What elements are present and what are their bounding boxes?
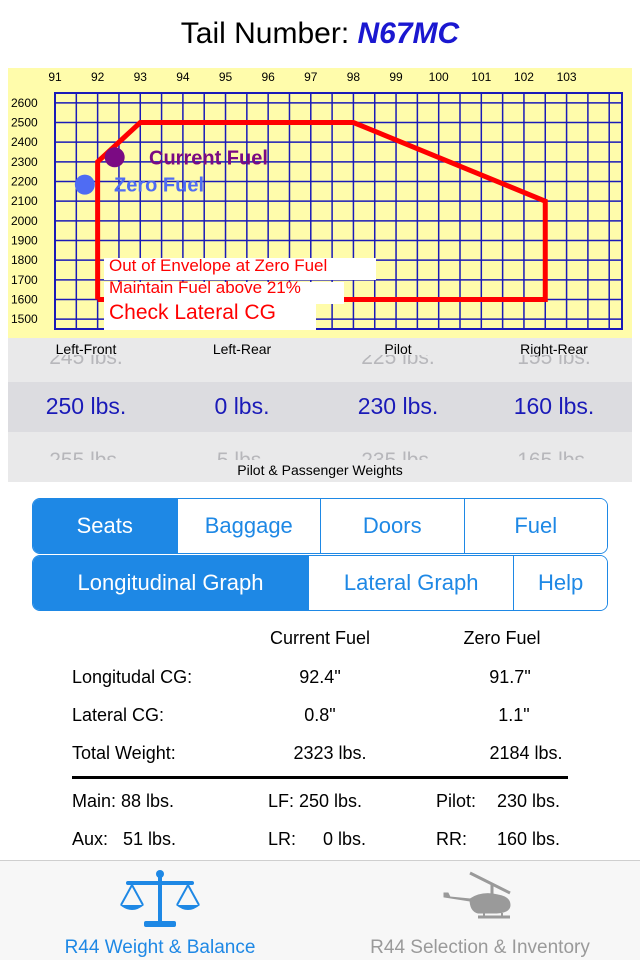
section-segmented-control[interactable]: Seats Baggage Doors Fuel [32, 498, 608, 554]
label-total-weight: Total Weight: [72, 743, 176, 763]
label-longitudinal-cg: Longitudal CG: [72, 667, 193, 687]
y-tick-label: 2500 [11, 116, 38, 130]
x-tick-label: 94 [176, 70, 190, 84]
tail-number: N67MC [357, 17, 460, 50]
value-lateral-cg-zero: 1.1" [498, 705, 530, 725]
segment-lateral-graph[interactable]: Lateral Graph [308, 556, 514, 610]
y-tick-label: 2300 [11, 155, 38, 169]
y-tick-label: 1800 [11, 253, 38, 267]
tab-weight-balance[interactable]: R44 Weight & Balance [0, 861, 320, 960]
x-tick-label: 91 [48, 70, 62, 84]
tab-selection-inventory-label: R44 Selection & Inventory [370, 937, 590, 958]
header-title: Tail Number: N67MC [0, 12, 640, 56]
value-longitudinal-cg-current: 92.4" [299, 667, 341, 687]
y-tick-label: 2400 [11, 135, 38, 149]
y-tick-label: 1700 [11, 273, 38, 287]
helicopter-icon [443, 871, 511, 919]
results-divider [72, 776, 568, 779]
picker-column-left-rear-label: Left-Rear [212, 341, 272, 357]
fuel-main: Main: 88 lbs. [72, 791, 175, 811]
x-tick-label: 97 [304, 70, 318, 84]
cg-envelope-graph: 91 92 93 94 95 96 97 98 99 100 101 102 103 2600 2500 24… [8, 68, 632, 338]
y-tick-label: 2200 [11, 175, 38, 189]
header-zero-fuel: Zero Fuel [463, 628, 541, 648]
header-current-fuel: Current Fuel [269, 628, 371, 648]
seat-rr-label: RR: [436, 829, 467, 849]
label-lateral-cg: Lateral CG: [72, 705, 165, 725]
x-tick-label: 95 [219, 70, 233, 84]
tab-bar: R44 Weight & Balance R44 Selection & Inv… [0, 860, 640, 960]
cg-chart-svg: 91 92 93 94 95 96 97 98 99 100 101 102 103 2600 2500 24… [11, 70, 623, 330]
warning-background [104, 304, 316, 330]
segment-baggage[interactable]: Baggage [176, 499, 320, 553]
segment-fuel[interactable]: Fuel [463, 499, 607, 553]
cg-point-label: Current Fuel [149, 147, 268, 169]
picker-selection-band [8, 382, 632, 432]
x-tick-label: 98 [347, 70, 361, 84]
picker-left-rear-selected[interactable]: 0 lbs. [214, 393, 270, 419]
picker-right-rear-selected[interactable]: 160 lbs. [513, 393, 595, 419]
x-tick-label: 103 [557, 70, 577, 84]
x-tick-label: 96 [261, 70, 275, 84]
warning-background [104, 282, 344, 304]
seat-rr-value: 160 lbs. [497, 829, 561, 849]
x-tick-label: 93 [134, 70, 148, 84]
warning-text: Maintain Fuel above 21% [109, 278, 301, 297]
picker-right-rear-next[interactable]: 165 lbs. [517, 446, 591, 460]
picker-left-front-selected[interactable]: 250 lbs. [45, 393, 127, 419]
tab-selection-inventory[interactable]: R44 Selection & Inventory [320, 861, 640, 960]
y-tick-label: 2100 [11, 194, 38, 208]
seat-pilot-value: 230 lbs. [497, 791, 561, 811]
picker-right-rear-prev[interactable]: 155 lbs. [517, 355, 591, 369]
x-tick-label: 92 [91, 70, 105, 84]
segment-longitudinal-graph[interactable]: Longitudinal Graph [33, 556, 309, 610]
seat-lr-value: 0 lbs. [323, 829, 367, 849]
picker-column-left-front-label: Left-Front [55, 341, 117, 357]
y-tick-label: 2000 [11, 214, 38, 228]
picker-pilot-prev[interactable]: 225 lbs. [361, 355, 435, 369]
cg-point-current-fuel [104, 147, 125, 168]
segment-doors[interactable]: Doors [320, 499, 464, 553]
y-tick-label: 2600 [11, 96, 38, 110]
picker-column-pilot-label: Pilot [384, 341, 412, 357]
fuel-aux: Aux: 51 lbs. [72, 829, 177, 849]
value-total-weight-current: 2323 lbs. [293, 743, 367, 763]
value-total-weight-zero: 2184 lbs. [489, 743, 563, 763]
picker-left-rear-next[interactable]: 5 lbs. [217, 446, 267, 460]
x-tick-label: 102 [514, 70, 534, 84]
segment-seats[interactable]: Seats [33, 499, 177, 553]
warning-text: Out of Envelope at Zero Fuel [109, 256, 327, 275]
seat-lf-value: 250 lbs. [299, 791, 363, 811]
picker-left-front-prev[interactable]: 245 lbs. [49, 355, 123, 369]
scale-icon [120, 870, 200, 927]
tab-weight-balance-label: R44 Weight & Balance [64, 937, 256, 958]
picker-caption: Pilot & Passenger Weights [237, 462, 403, 478]
y-tick-label: 1500 [11, 312, 38, 326]
seat-pilot-label: Pilot: [436, 791, 477, 811]
picker-pilot-selected[interactable]: 230 lbs. [357, 393, 439, 419]
seat-lr-label: LR: [268, 829, 297, 849]
picker-column-right-rear-label: Right-Rear [520, 341, 588, 357]
y-tick-label: 1900 [11, 234, 38, 248]
cg-point-label: Zero Fuel [114, 175, 204, 197]
x-tick-label: 101 [471, 70, 491, 84]
warning-background [104, 258, 376, 280]
x-tick-label: 100 [429, 70, 449, 84]
cg-envelope-line [95, 120, 548, 302]
value-longitudinal-cg-zero: 91.7" [489, 667, 531, 687]
segment-help[interactable]: Help [513, 556, 607, 610]
graph-segmented-control[interactable]: Longitudinal Graph Lateral Graph Help [32, 555, 608, 611]
y-tick-label: 1600 [11, 293, 38, 307]
seat-lf-label: LF: [268, 791, 295, 811]
warning-text: Check Lateral CG [109, 301, 276, 324]
picker-left-front-next[interactable]: 255 lbs. [49, 446, 123, 460]
cg-point-zero-fuel [74, 174, 95, 195]
picker-pilot-next[interactable]: 235 lbs. [361, 446, 435, 460]
x-tick-label: 99 [389, 70, 403, 84]
tail-number-prefix: Tail Number: [180, 17, 350, 50]
value-lateral-cg-current: 0.8" [304, 705, 336, 725]
